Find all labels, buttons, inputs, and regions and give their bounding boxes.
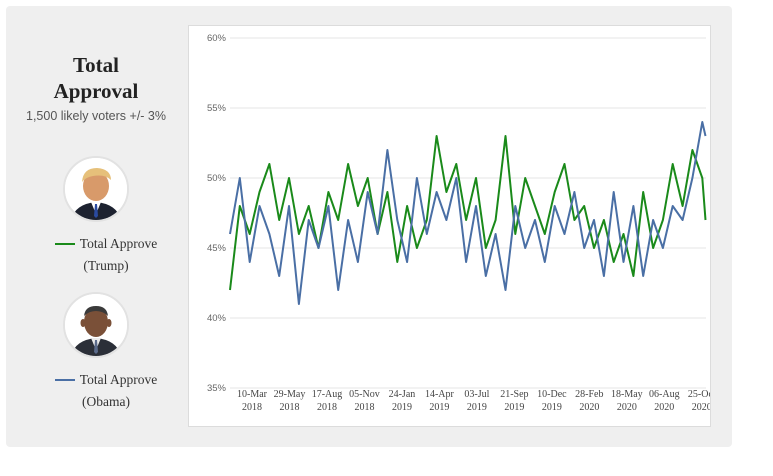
x-tick-label: 24-Jan 2019: [389, 389, 416, 413]
legend-swatch-obama: [54, 378, 75, 381]
x-tick-label: 14-Apr 2019: [425, 389, 455, 413]
y-tick-label: 50%: [207, 173, 227, 184]
x-tick-label: 06-Aug 2020: [649, 389, 680, 413]
obama-portrait-icon: [63, 292, 129, 358]
x-tick-label: 10-Dec 2019: [537, 389, 567, 413]
x-tick-label: 25-Oct2020: [688, 389, 710, 413]
legend-sublabel-trump: (Trump): [83, 258, 129, 273]
y-tick-label: 60%: [207, 33, 227, 44]
y-tick-label: 45%: [207, 243, 227, 254]
x-tick-label: 29-May 2018: [274, 389, 306, 413]
y-tick-label: 40%: [207, 313, 227, 324]
series-line-obama: [229, 121, 707, 305]
y-tick-label: 55%: [207, 103, 227, 114]
plot-area: 35% 40% 45% 50% 55% 60% 10-Mar 2018 29-May 2018 17…: [188, 25, 711, 427]
legend-label-trump: Total Approve: [79, 236, 158, 251]
x-tick-label: 10-Mar 2018: [237, 389, 268, 413]
x-tick-label: 17-Aug 2018: [312, 389, 343, 413]
trump-portrait-icon: [63, 156, 129, 222]
legend-item-trump: Total Approve (Trump): [26, 233, 186, 277]
series-line-trump: [229, 135, 707, 291]
x-tick-label: 05-Nov 2018: [349, 389, 380, 413]
chart-title: Total Approval: [6, 52, 186, 104]
chart-subtitle: 1,500 likely voters +/- 3%: [26, 109, 166, 123]
legend-swatch-trump: [54, 242, 75, 245]
legend-sublabel-obama: (Obama): [82, 394, 130, 409]
x-tick-label: 03-Jul 2019: [464, 389, 489, 413]
chart-title-line1: Total: [73, 53, 119, 77]
chart-title-line2: Approval: [53, 79, 139, 103]
x-tick-label: 21-Sep 2019: [500, 389, 528, 413]
legend-item-obama: Total Approve (Obama): [26, 369, 186, 413]
x-tick-label: 18-May 2020: [611, 389, 643, 413]
x-tick-label: 28-Feb 2020: [575, 389, 603, 413]
legend-panel: Total Approval 1,500 likely voters +/- 3…: [6, 6, 186, 447]
y-tick-label: 35%: [207, 383, 227, 394]
legend-label-obama: Total Approve: [79, 372, 158, 387]
